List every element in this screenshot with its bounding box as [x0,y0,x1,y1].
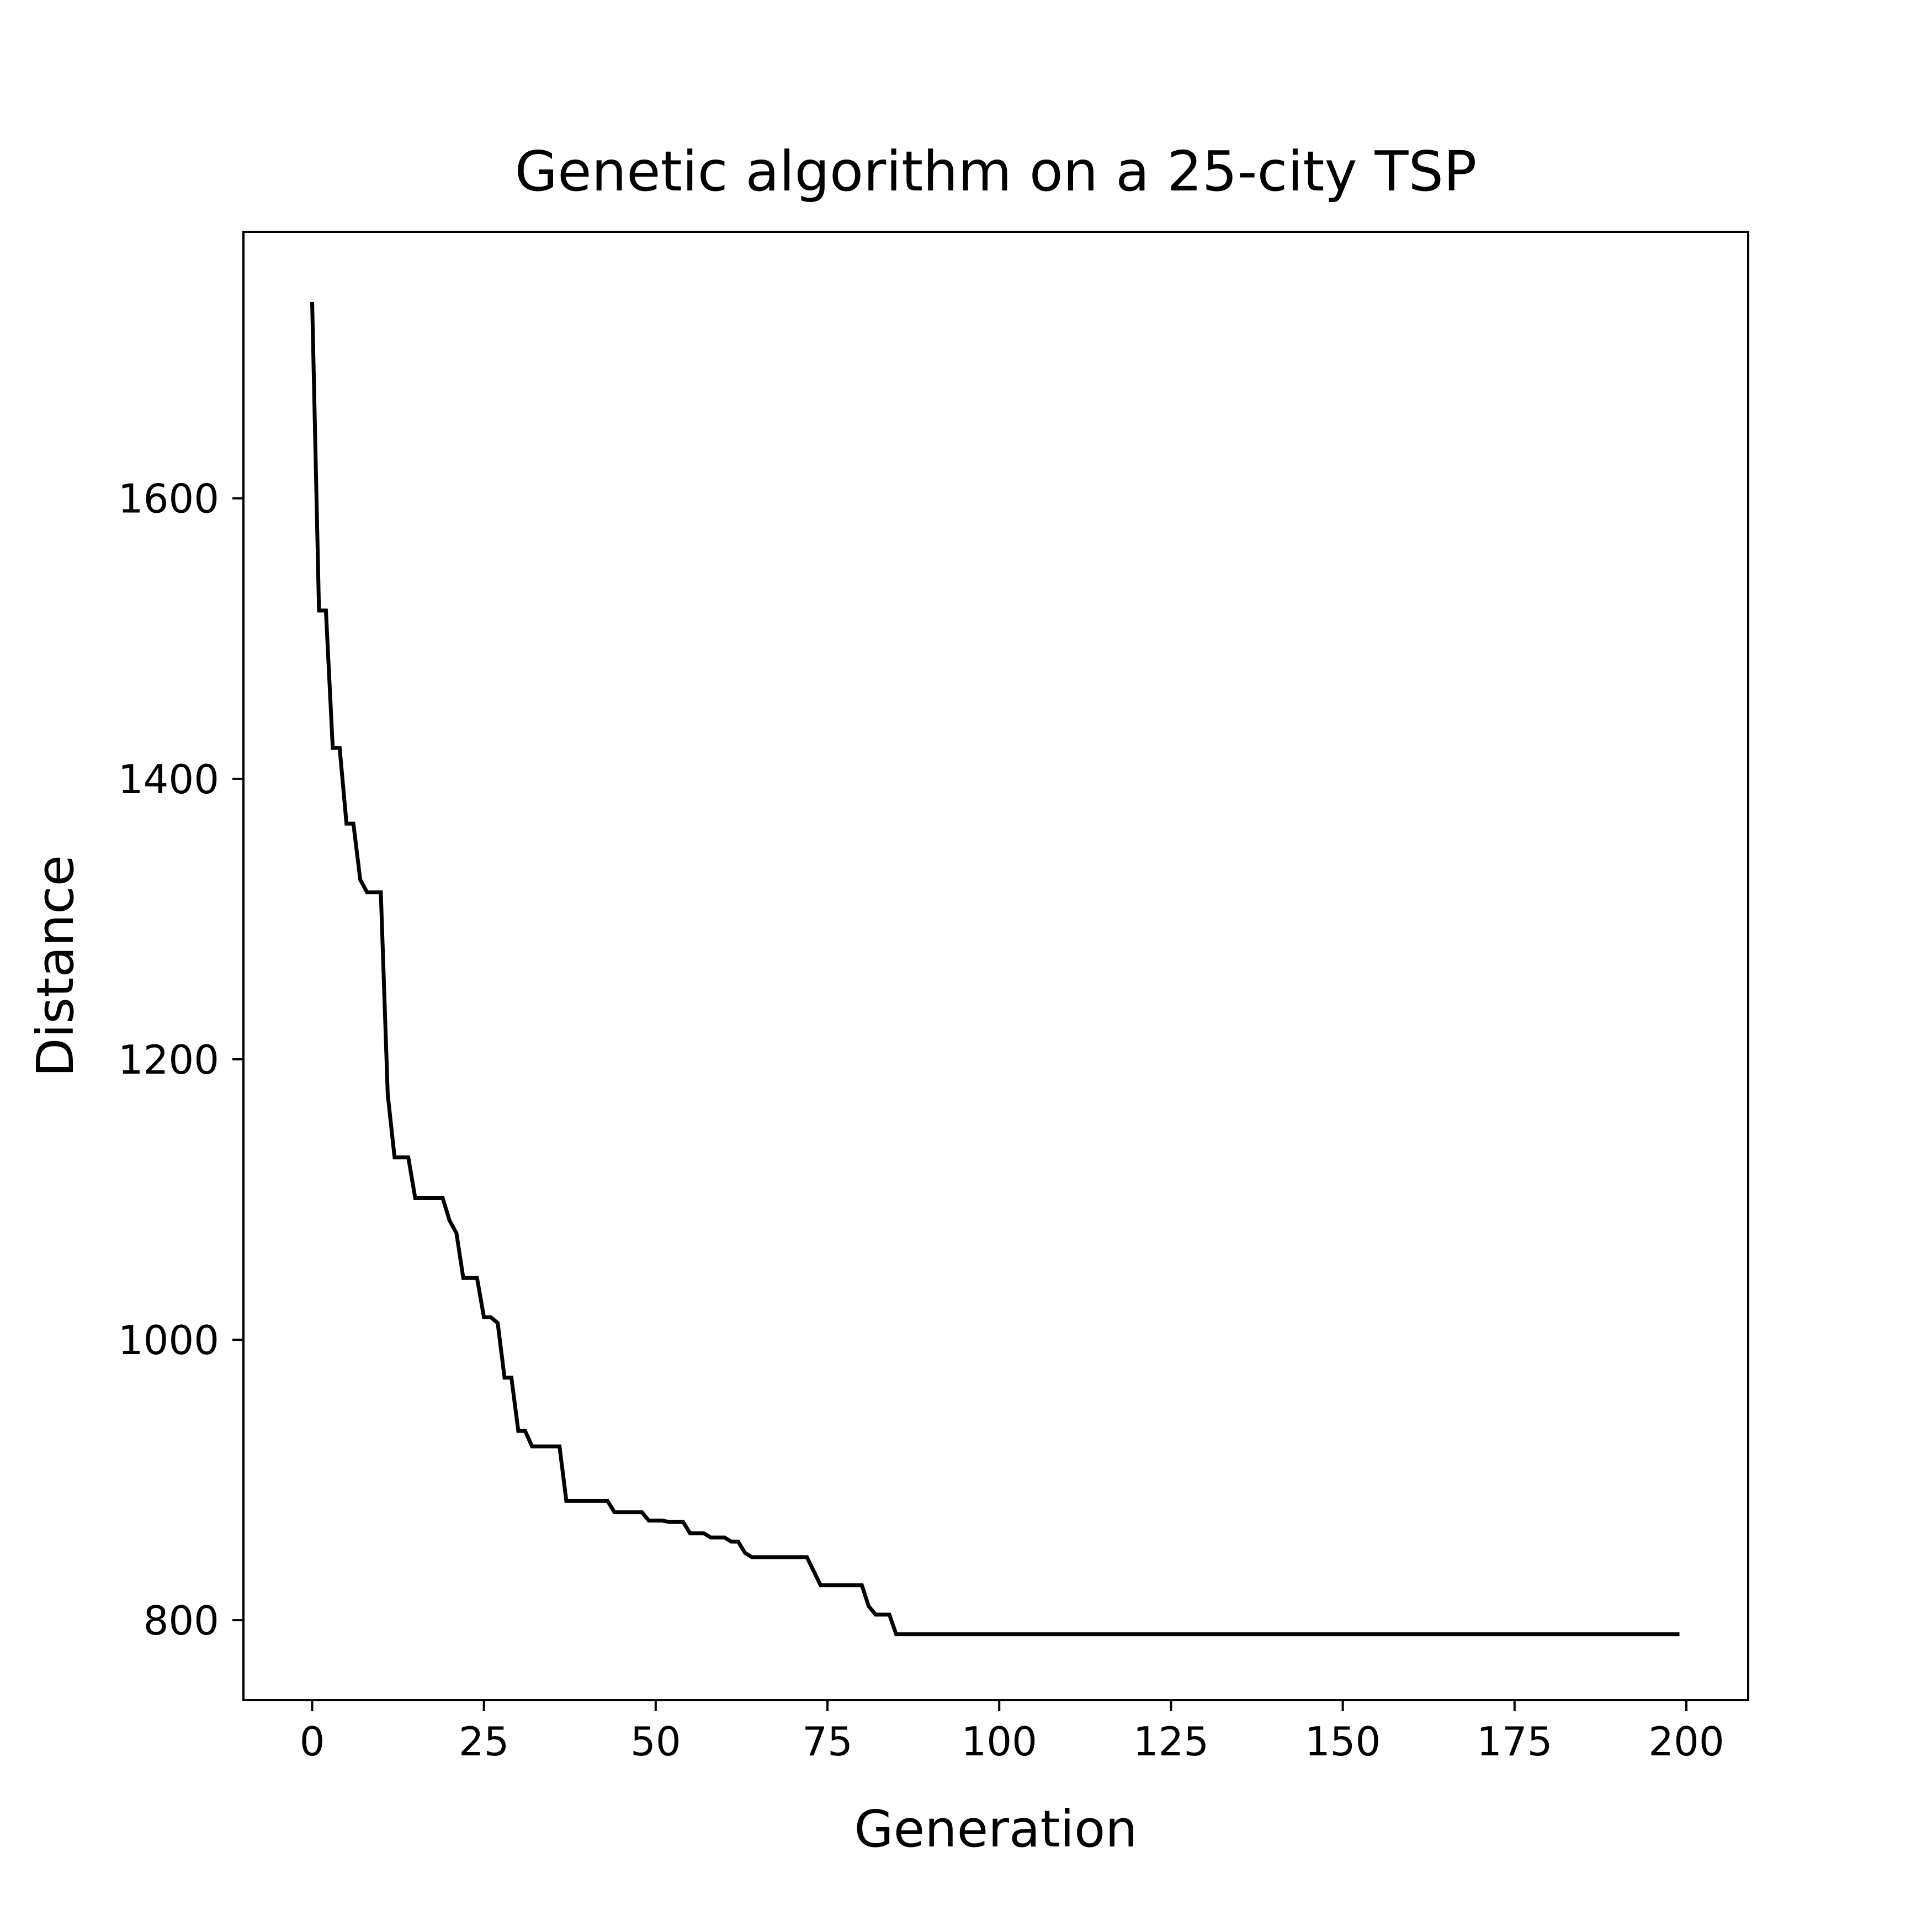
x-tick-label: 0 [300,1718,325,1765]
x-tick-label: 150 [1305,1718,1381,1765]
x-tick-label: 125 [1133,1718,1209,1765]
y-tick-label: 1600 [118,476,219,522]
x-tick-label: 100 [962,1718,1037,1765]
y-tick-label: 1200 [118,1037,219,1083]
x-tick-label: 175 [1477,1718,1552,1765]
x-tick-label: 200 [1648,1718,1724,1765]
series-line [310,301,1680,1637]
y-tick-label: 1400 [118,756,219,803]
plot-frame [242,231,1749,1701]
x-tick-label: 25 [459,1718,509,1765]
y-axis-title: Distance [26,855,85,1077]
x-tick-label: 75 [802,1718,853,1765]
x-tick-label: 50 [630,1718,681,1765]
x-axis-title: Generation [854,1800,1137,1859]
y-tick-label: 800 [144,1597,219,1644]
y-tick-label: 1000 [118,1317,219,1363]
chart-title: Genetic algorithm on a 25-city TSP [515,139,1477,204]
